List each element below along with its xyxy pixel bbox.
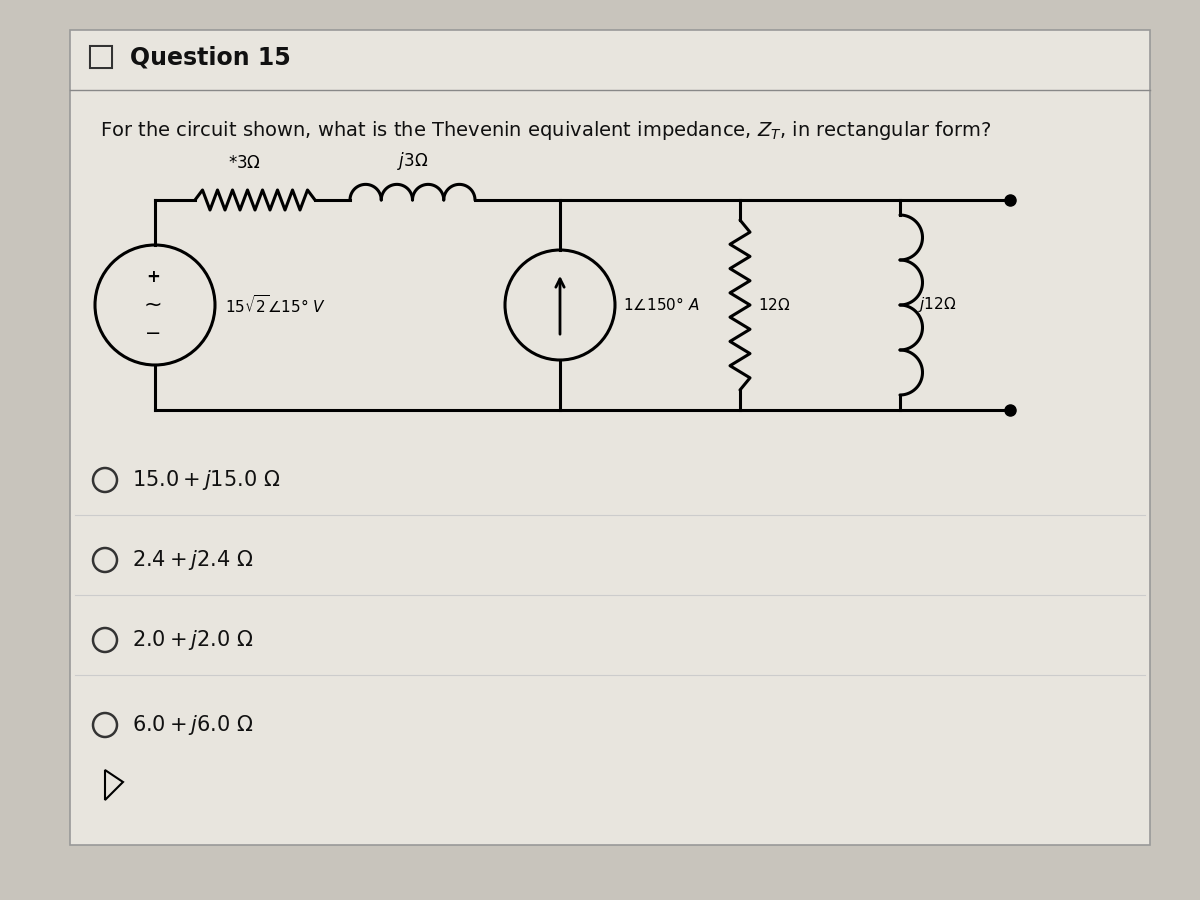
Text: $j12\Omega$: $j12\Omega$	[918, 295, 956, 314]
Text: Question 15: Question 15	[130, 45, 290, 69]
Bar	[90, 46, 112, 68]
Text: ~: ~	[144, 295, 162, 315]
Text: $2.0 + j2.0\ \Omega$: $2.0 + j2.0\ \Omega$	[132, 628, 253, 652]
Text: $1\angle 150°\ A$: $1\angle 150°\ A$	[623, 296, 700, 313]
Text: $6.0 + j6.0\ \Omega$: $6.0 + j6.0\ \Omega$	[132, 713, 253, 737]
Text: +: +	[146, 268, 160, 286]
Text: $12\Omega$: $12\Omega$	[758, 297, 791, 313]
Text: $15\sqrt{2}\angle 15°\ V$: $15\sqrt{2}\angle 15°\ V$	[226, 294, 326, 316]
Text: $15.0 + j15.0\ \Omega$: $15.0 + j15.0\ \Omega$	[132, 468, 281, 492]
Text: $2.4 + j2.4\ \Omega$: $2.4 + j2.4\ \Omega$	[132, 548, 253, 572]
Bar	[91, 47, 112, 67]
Text: For the circuit shown, what is the Thevenin equivalent impedance, $Z_T$, in rect: For the circuit shown, what is the Theve…	[100, 119, 991, 141]
Text: $*3\Omega$: $*3\Omega$	[228, 154, 262, 172]
Text: $j3\Omega$: $j3\Omega$	[397, 150, 428, 172]
Text: −: −	[145, 323, 161, 343]
